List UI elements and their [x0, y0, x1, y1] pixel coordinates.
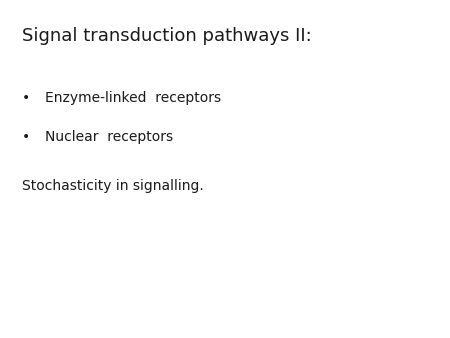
Text: Stochasticity in signalling.: Stochasticity in signalling.: [22, 179, 204, 193]
Text: Nuclear  receptors: Nuclear receptors: [45, 130, 173, 144]
Text: Enzyme-linked  receptors: Enzyme-linked receptors: [45, 91, 221, 105]
Text: Signal transduction pathways II:: Signal transduction pathways II:: [22, 27, 312, 45]
Text: •: •: [22, 91, 30, 105]
Text: •: •: [22, 130, 30, 144]
